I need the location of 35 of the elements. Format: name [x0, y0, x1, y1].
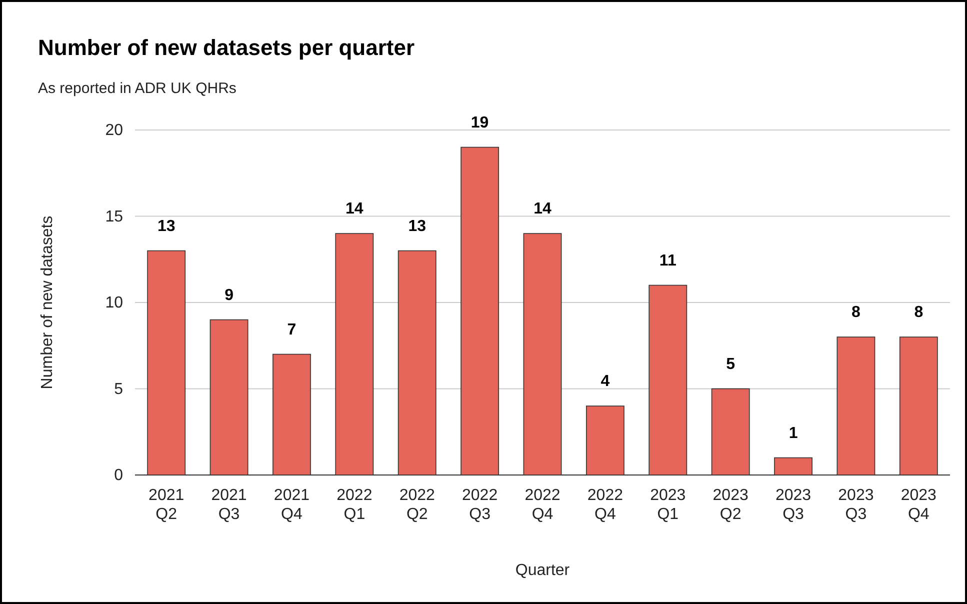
x-tick-label: 2023 Q1: [650, 487, 686, 523]
chart-title: Number of new datasets per quarter: [38, 35, 415, 60]
data-label: 19: [470, 114, 489, 132]
data-label: 7: [287, 321, 296, 338]
x-tick-label: 2022 Q1: [336, 487, 372, 523]
data-label: 1: [788, 424, 798, 442]
y-axis-title: Number of new datasets: [39, 216, 56, 390]
x-tick-label: 2022 Q2: [399, 487, 436, 523]
data-label: 11: [659, 252, 676, 270]
x-tick-label: 2022 Q3: [462, 487, 498, 523]
x-axis-title: Quarter: [515, 562, 570, 579]
chart-subtitle: As reported in ADR UK QHRs: [38, 80, 236, 97]
data-label: 14: [534, 200, 552, 218]
y-tick-label: 0: [114, 467, 124, 484]
data-label: 13: [157, 218, 176, 235]
x-tick-label: 2023 Q4: [900, 487, 937, 523]
data-label: 4: [600, 373, 610, 390]
x-tick-label: 2022 Q4: [587, 487, 624, 523]
x-tick-label: 2023 Q3: [775, 487, 812, 523]
data-label: 8: [852, 304, 861, 321]
x-tick-label: 2021 Q4: [274, 487, 310, 523]
x-tick-label: 2022 Q4: [524, 487, 560, 523]
data-label: 13: [408, 218, 426, 235]
x-tick-label: 2023 Q2: [712, 487, 748, 523]
y-tick-label: 20: [105, 122, 124, 140]
data-label: 14: [346, 200, 364, 218]
data-label: 8: [914, 304, 924, 321]
x-tick-label: 2023 Q3: [838, 487, 874, 523]
y-tick-label: 15: [105, 208, 124, 226]
x-tick-label: 2021 Q2: [148, 487, 184, 523]
x-tick-label: 2021 Q3: [211, 487, 247, 523]
y-tick-label: 5: [114, 380, 124, 398]
data-label: 5: [726, 356, 736, 373]
y-tick-label: 10: [105, 294, 124, 312]
data-label: 9: [224, 286, 234, 304]
